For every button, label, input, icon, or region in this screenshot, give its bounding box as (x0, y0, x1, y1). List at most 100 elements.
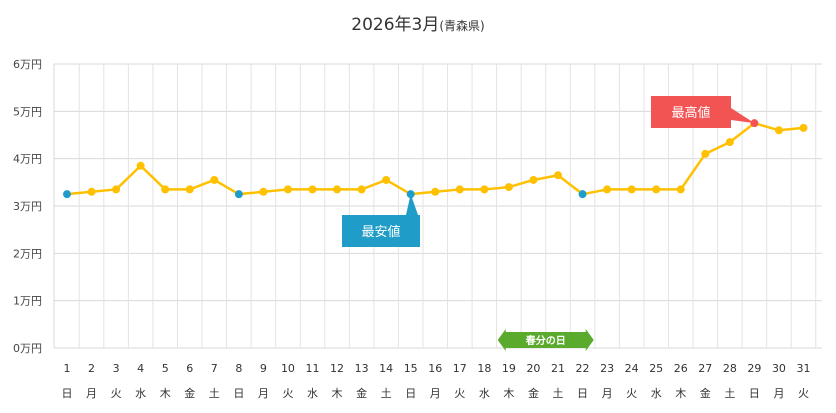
x-tick-weekday: 日 (405, 387, 416, 400)
x-tick-day: 6 (186, 362, 193, 375)
x-tick-day: 1 (64, 362, 71, 375)
x-tick-weekday: 日 (749, 387, 760, 400)
data-point (480, 185, 489, 194)
data-point (701, 149, 710, 158)
data-point (161, 185, 170, 194)
x-tick-day: 14 (379, 362, 393, 375)
data-point (259, 187, 268, 196)
x-tick-weekday: 水 (479, 387, 490, 400)
chart-title: 2026年3月(青森県) (351, 15, 484, 35)
price-series (63, 119, 808, 199)
x-tick-day: 7 (211, 362, 218, 375)
x-tick-weekday: 水 (651, 387, 662, 400)
data-point (87, 187, 96, 196)
x-tick-day: 28 (723, 362, 737, 375)
holiday-arrow (497, 329, 594, 351)
x-tick-day: 25 (649, 362, 663, 375)
x-tick-weekday: 金 (184, 386, 195, 400)
data-point (333, 185, 342, 194)
x-tick-weekday: 日 (233, 387, 244, 400)
x-tick-weekday: 月 (86, 387, 97, 400)
data-point (603, 185, 612, 194)
data-point (210, 175, 219, 184)
data-point (676, 185, 685, 194)
grid (53, 63, 822, 349)
x-tick-weekday: 火 (626, 387, 637, 400)
x-tick-weekday: 金 (356, 386, 367, 400)
max-callout-pointer (731, 108, 755, 124)
max-callout-label: 最高値 (671, 105, 710, 121)
y-tick-label: 3万円 (13, 200, 42, 213)
x-tick-day: 22 (576, 362, 590, 375)
x-tick-day: 13 (355, 362, 369, 375)
x-tick-day: 2 (88, 362, 95, 375)
y-tick-label: 6万円 (13, 58, 42, 71)
x-tick-weekday: 月 (773, 387, 784, 400)
x-tick-weekday: 木 (675, 387, 686, 400)
x-tick-day: 15 (404, 362, 418, 375)
data-point (136, 161, 145, 170)
x-tick-day: 11 (306, 362, 320, 375)
y-tick-label: 0万円 (13, 342, 42, 355)
data-point (63, 190, 71, 199)
y-tick-label: 4万円 (13, 153, 42, 166)
x-tick-weekday: 土 (553, 387, 564, 400)
x-tick-day: 3 (113, 362, 120, 375)
x-tick-weekday: 土 (381, 387, 392, 400)
data-point (112, 185, 121, 194)
x-tick-day: 21 (551, 362, 565, 375)
x-tick-weekday: 土 (724, 387, 735, 400)
chart-title-main: 2026年3月 (351, 15, 439, 35)
x-tick-day: 26 (674, 362, 688, 375)
x-tick-day: 31 (797, 362, 811, 375)
x-tick-day: 8 (235, 362, 242, 375)
data-point (627, 185, 636, 194)
x-tick-day: 9 (260, 362, 267, 375)
data-point (283, 185, 292, 194)
x-tick-weekday: 土 (209, 387, 220, 400)
x-tick-day: 5 (162, 362, 169, 375)
x-tick-weekday: 月 (430, 387, 441, 400)
data-point (725, 138, 734, 147)
data-point (185, 185, 194, 194)
data-point (578, 190, 587, 199)
x-tick-day: 18 (477, 362, 491, 375)
chart-title-subtitle: (青森県) (439, 18, 484, 33)
data-point (799, 123, 808, 132)
data-point (308, 185, 317, 194)
x-tick-weekday: 金 (528, 386, 539, 400)
x-tick-day: 29 (747, 362, 761, 375)
x-tick-weekday: 火 (798, 387, 809, 400)
min-callout-pointer (406, 194, 418, 215)
x-tick-day: 23 (600, 362, 614, 375)
x-tick-day: 30 (772, 362, 786, 375)
data-point (529, 175, 538, 184)
x-tick-weekday: 火 (111, 387, 122, 400)
x-tick-weekday: 月 (258, 387, 269, 400)
data-point (504, 183, 513, 192)
x-tick-weekday: 月 (602, 387, 613, 400)
data-point (652, 185, 661, 194)
data-point (382, 175, 391, 184)
y-tick-label: 1万円 (13, 295, 42, 308)
data-point (774, 126, 783, 135)
y-tick-label: 2万円 (13, 247, 42, 260)
x-tick-weekday: 火 (454, 387, 465, 400)
min-callout-box (342, 215, 420, 247)
x-axis: 1日2月3火4水5木6金7土8日9月10火11水12木13金14土15日16月1… (62, 362, 811, 400)
x-tick-day: 10 (281, 362, 295, 375)
callouts: 最安値 最高値 (342, 96, 755, 247)
y-tick-label: 5万円 (13, 105, 42, 118)
min-callout-label: 最安値 (361, 224, 400, 240)
x-tick-day: 24 (625, 362, 639, 375)
y-axis: 0万円 1万円 2万円 3万円 4万円 5万円 6万円 (13, 58, 42, 355)
x-tick-day: 27 (698, 362, 712, 375)
max-callout-box (651, 96, 731, 128)
holiday-marker: 春分の日 (497, 329, 594, 351)
holiday-label: 春分の日 (526, 334, 566, 347)
x-tick-weekday: 木 (160, 387, 171, 400)
x-tick-day: 19 (502, 362, 516, 375)
x-tick-weekday: 木 (503, 387, 514, 400)
data-point (431, 187, 440, 196)
